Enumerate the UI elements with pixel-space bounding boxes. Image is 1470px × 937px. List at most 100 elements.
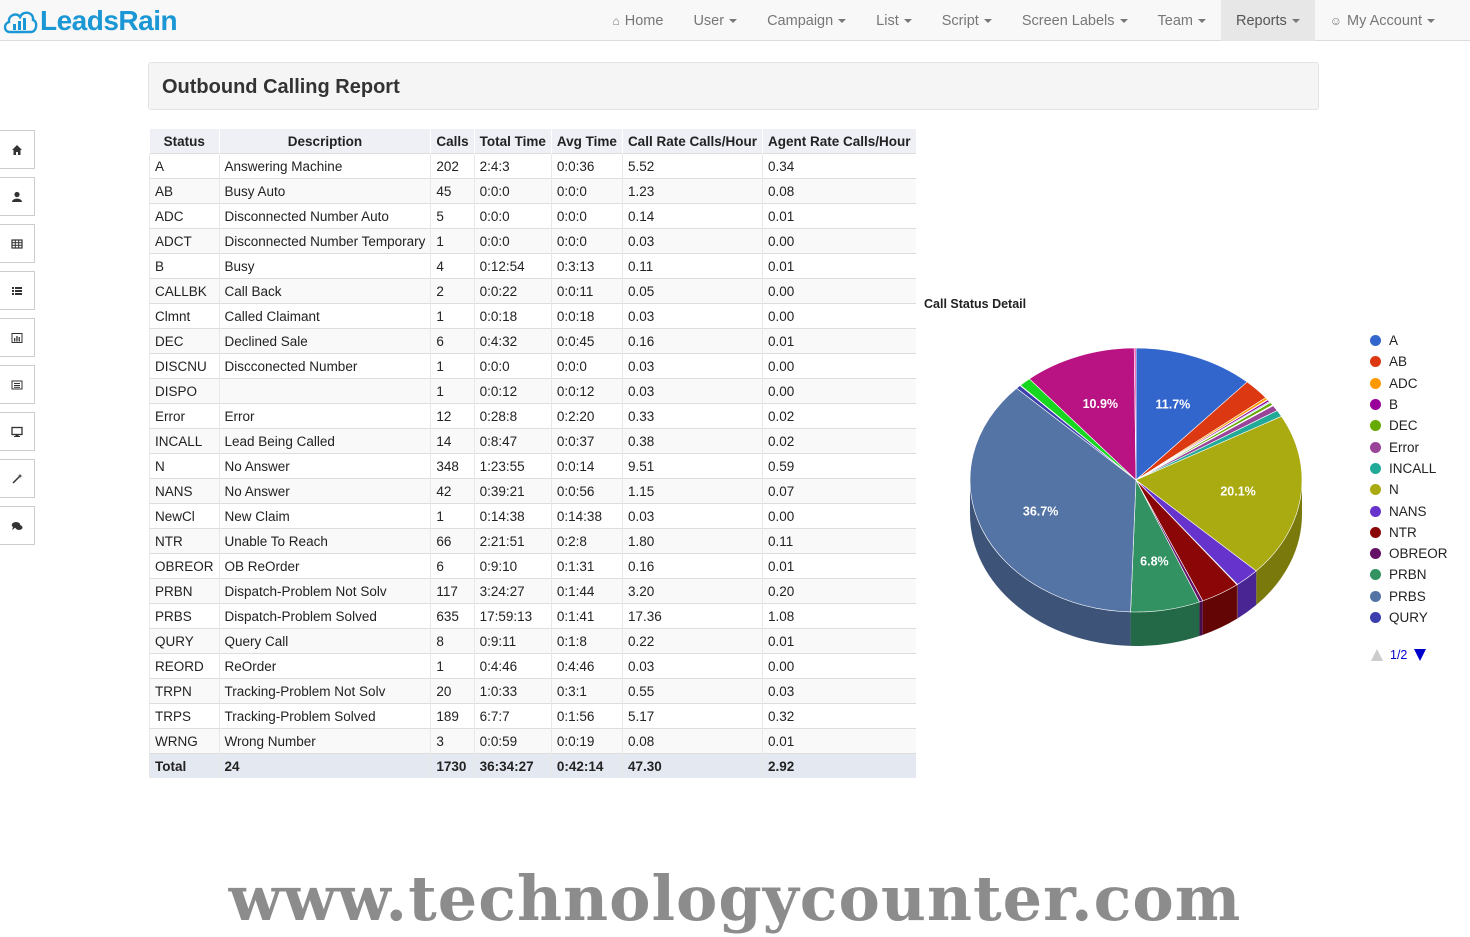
table-cell: 0.02 xyxy=(761,403,916,429)
table-cell: Answering Machine xyxy=(218,153,431,179)
nav-my-account[interactable]: ☺ My Account xyxy=(1315,0,1450,41)
nav-home[interactable]: ⌂ Home xyxy=(598,0,679,41)
legend-item[interactable]: DEC xyxy=(1370,415,1448,436)
table-cell: 0:0:0 xyxy=(473,353,552,379)
sidebar-user-button[interactable] xyxy=(0,177,35,216)
table-row: ADCT Disconnected Number Temporary 1 0:0:0 0… xyxy=(149,228,916,254)
sidebar-list-alt-button[interactable] xyxy=(0,365,35,404)
nav-team[interactable]: Team xyxy=(1143,0,1221,41)
table-row: TRPS Tracking-Problem Solved 189 6:7:7 0:1:5… xyxy=(149,703,916,729)
brand-logo[interactable]: LeadsRain xyxy=(2,4,178,38)
legend-label: INCALL xyxy=(1389,460,1437,476)
legend-item[interactable]: NANS xyxy=(1370,500,1448,521)
legend-swatch xyxy=(1370,441,1381,453)
pie-slice-A[interactable] xyxy=(1135,347,1248,481)
legend-label: DEC xyxy=(1389,418,1418,434)
sidebar-comments-button[interactable] xyxy=(0,506,35,545)
nav-list[interactable]: List xyxy=(861,0,927,41)
table-row: QURY Query Call 8 0:9:11 0:1:8 0.22 0.01 xyxy=(149,628,916,654)
table-cell: 12 xyxy=(430,403,475,429)
legend-item[interactable]: PRBS xyxy=(1370,586,1448,607)
table-row: Error Error 12 0:28:8 0:2:20 0.33 0.02 xyxy=(149,403,916,429)
pie-side-NTR xyxy=(1202,584,1237,635)
table-cell: 0:1:56 xyxy=(550,703,623,729)
table-cell: REORD xyxy=(149,653,220,679)
table-cell: 0.00 xyxy=(761,303,916,329)
table-cell: TRPN xyxy=(149,678,220,704)
table-cell: 0:0:37 xyxy=(550,428,623,454)
column-header[interactable]: Call Rate Calls/Hour xyxy=(621,129,763,154)
main-nav: ⌂ Home User Campaign List Script Screen Labels… xyxy=(598,0,1450,41)
sidebar-home-button[interactable] xyxy=(0,130,35,169)
table-cell: 1 xyxy=(430,503,475,529)
table-cell: 66 xyxy=(430,528,475,554)
table-cell: DEC xyxy=(149,328,220,354)
legend-prev-icon[interactable] xyxy=(1371,649,1383,661)
table-cell: 0:0:56 xyxy=(550,478,623,504)
legend-item[interactable]: Error xyxy=(1370,436,1448,457)
legend-swatch xyxy=(1370,590,1381,602)
legend-label: B xyxy=(1389,397,1399,413)
legend-label: PRBN xyxy=(1389,567,1427,583)
legend-item[interactable]: INCALL xyxy=(1370,458,1448,479)
nav-screen-labels[interactable]: Screen Labels xyxy=(1007,0,1143,41)
legend-page-indicator: 1/2 xyxy=(1390,648,1408,662)
table-cell: 1 xyxy=(430,303,475,329)
pie-slice-WRNG[interactable] xyxy=(1133,347,1137,481)
nav-user[interactable]: User xyxy=(678,0,752,41)
sidebar-list-button[interactable] xyxy=(0,271,35,310)
table-cell: TRPS xyxy=(149,703,220,729)
table-cell: NewCl xyxy=(149,503,220,529)
column-header[interactable]: Total Time xyxy=(473,129,552,154)
table-row: N No Answer 348 1:23:55 0:0:14 9.51 0.59 xyxy=(149,453,916,479)
pie-slice-PRBS[interactable] xyxy=(969,387,1137,613)
column-header[interactable]: Status xyxy=(149,129,220,154)
nav-campaign[interactable]: Campaign xyxy=(752,0,861,41)
nav-script[interactable]: Script xyxy=(927,0,1007,41)
comments-icon xyxy=(11,521,23,530)
pie-slice-N[interactable] xyxy=(1135,415,1303,572)
nav-label: Team xyxy=(1157,12,1193,29)
legend-item[interactable]: ADC xyxy=(1370,373,1448,394)
table-cell: DISPO xyxy=(149,378,220,404)
legend-item[interactable]: B xyxy=(1370,394,1448,415)
table-cell: 0.03 xyxy=(621,228,763,254)
column-header[interactable]: Description xyxy=(218,129,431,154)
column-header[interactable]: Calls xyxy=(430,129,475,154)
sidebar-magic-wand-button[interactable] xyxy=(0,459,35,498)
legend-item[interactable]: PRBN xyxy=(1370,564,1448,585)
legend-next-icon[interactable] xyxy=(1414,649,1427,661)
table-cell: Error xyxy=(149,403,220,429)
legend-item[interactable]: NTR xyxy=(1370,522,1448,543)
sidebar-desktop-button[interactable] xyxy=(0,412,35,451)
table-cell: B xyxy=(149,253,220,279)
legend-item[interactable]: OBREOR xyxy=(1370,543,1448,564)
table-cell: 0.55 xyxy=(621,678,763,704)
table-cell: Error xyxy=(218,403,431,429)
table-cell: 0.38 xyxy=(621,428,763,454)
legend-item[interactable]: QURY xyxy=(1370,607,1448,628)
table-cell: 0:0:0 xyxy=(473,203,552,229)
column-header[interactable]: Agent Rate Calls/Hour xyxy=(761,129,916,154)
table-cell: 0.02 xyxy=(761,428,916,454)
legend-item[interactable]: AB xyxy=(1370,351,1448,372)
table-cell: 0.01 xyxy=(761,728,916,754)
column-header[interactable]: Avg Time xyxy=(550,129,623,154)
caret-down-icon xyxy=(1198,18,1206,23)
legend-item[interactable]: N xyxy=(1370,479,1448,500)
table-row: AB Busy Auto 45 0:0:0 0:0:0 1.23 0.08 xyxy=(149,178,916,204)
table-row: B Busy 4 0:12:54 0:3:13 0.11 0.01 xyxy=(149,253,916,279)
table-cell: 0:28:8 xyxy=(473,403,552,429)
legend-item[interactable]: A xyxy=(1370,330,1448,351)
table-cell: NTR xyxy=(149,528,220,554)
table-cell: 0:4:46 xyxy=(473,653,552,679)
nav-reports[interactable]: Reports xyxy=(1221,0,1315,41)
chart-legend: A AB ADC B DEC Error INCALL N NANS NTR OBREOR PRBN P… xyxy=(1370,330,1448,628)
sidebar-bar-chart-button[interactable] xyxy=(0,318,35,357)
table-cell: 0.33 xyxy=(621,403,763,429)
sidebar-table-button[interactable] xyxy=(0,224,35,263)
table-cell xyxy=(218,378,431,404)
pie-slice-TRPS[interactable] xyxy=(1028,347,1137,481)
table-cell: 3 xyxy=(430,728,475,754)
legend-label: ADC xyxy=(1389,375,1418,391)
